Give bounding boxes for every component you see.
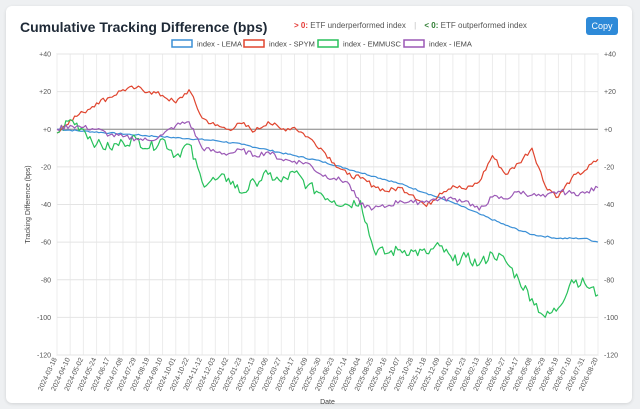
y-tick-label-right: +20 bbox=[604, 89, 616, 96]
y-tick-label-right: +0 bbox=[604, 127, 612, 134]
annotation-separator: | bbox=[414, 21, 417, 30]
annotation-negative-sign: < 0: bbox=[424, 21, 439, 30]
series-line-index-iema bbox=[56, 121, 599, 211]
legend-label: index - IEMA bbox=[429, 40, 472, 49]
series-line-index-emmusc bbox=[56, 119, 599, 318]
annotation-positive-text: ETF underperformed index bbox=[310, 21, 406, 30]
legend-label: index - SPYM bbox=[269, 40, 315, 49]
y-tick-label-left: +40 bbox=[39, 52, 51, 59]
legend-swatch bbox=[171, 39, 193, 48]
y-tick-label-left: -20 bbox=[41, 164, 51, 171]
annotation-negative-text: ETF outperformed index bbox=[440, 21, 527, 30]
x-axis-label: Date bbox=[320, 399, 335, 406]
legend-swatch bbox=[403, 39, 425, 48]
legend-label: index - LEMA bbox=[197, 40, 242, 49]
y-tick-label-left: +20 bbox=[39, 89, 51, 96]
legend-label: index - EMMUSC bbox=[343, 40, 402, 49]
legend-swatch bbox=[243, 39, 265, 48]
series-line-index-lema bbox=[56, 128, 599, 243]
y-tick-label-right: -120 bbox=[604, 353, 618, 360]
y-tick-label-right: +40 bbox=[604, 52, 616, 59]
y-tick-label-left: -80 bbox=[41, 277, 51, 284]
y-tick-label-right: -100 bbox=[604, 315, 618, 322]
y-tick-label-left: -120 bbox=[37, 353, 51, 360]
copy-button[interactable]: Copy bbox=[586, 17, 618, 35]
y-tick-label-right: -20 bbox=[604, 164, 614, 171]
y-tick-label-right: -60 bbox=[604, 240, 614, 247]
y-tick-label-left: -40 bbox=[41, 202, 51, 209]
chart-title: Cumulative Tracking Difference (bps) bbox=[20, 19, 268, 35]
y-tick-label-left: +0 bbox=[43, 127, 51, 134]
series-line-index-spym bbox=[56, 85, 599, 207]
y-tick-label-right: -40 bbox=[604, 202, 614, 209]
y-axis-label: Tracking Difference (bps) bbox=[25, 165, 32, 243]
y-tick-label-right: -80 bbox=[604, 277, 614, 284]
chart-annotation: > 0: ETF underperformed index | < 0: ETF… bbox=[294, 21, 527, 30]
y-tick-label-left: -100 bbox=[37, 315, 51, 322]
y-tick-label-left: -60 bbox=[41, 240, 51, 247]
annotation-positive-sign: > 0: bbox=[294, 21, 309, 30]
legend-swatch bbox=[317, 39, 339, 48]
